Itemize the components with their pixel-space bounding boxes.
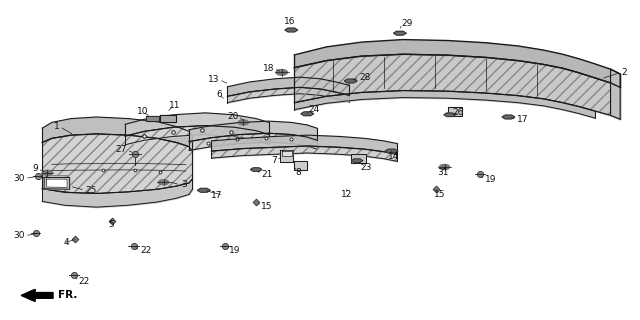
Text: FR.: FR. (58, 291, 77, 300)
Polygon shape (611, 69, 620, 119)
Circle shape (440, 164, 450, 170)
Polygon shape (47, 179, 67, 188)
Polygon shape (351, 154, 366, 163)
Text: 21: 21 (261, 170, 273, 179)
Text: 7: 7 (271, 156, 276, 165)
Polygon shape (301, 112, 314, 116)
Polygon shape (47, 176, 68, 188)
Polygon shape (394, 31, 406, 35)
Text: 15: 15 (435, 190, 446, 199)
Text: 19: 19 (484, 175, 496, 184)
Text: 25: 25 (85, 186, 97, 195)
Polygon shape (44, 178, 70, 189)
Text: 31: 31 (437, 168, 449, 177)
Polygon shape (147, 116, 159, 121)
Text: 6: 6 (216, 90, 222, 99)
Polygon shape (385, 149, 398, 153)
Text: 11: 11 (169, 101, 180, 110)
Polygon shape (161, 116, 176, 122)
Text: 19: 19 (229, 246, 241, 255)
Text: 13: 13 (207, 75, 219, 84)
Text: 22: 22 (79, 276, 90, 285)
Polygon shape (448, 108, 462, 116)
Text: 16: 16 (284, 17, 295, 26)
Text: 14: 14 (388, 152, 399, 161)
Polygon shape (351, 159, 363, 162)
Polygon shape (444, 113, 456, 116)
Text: 24: 24 (308, 105, 320, 114)
Text: 3: 3 (180, 180, 186, 189)
Text: 22: 22 (140, 246, 151, 255)
Text: 26: 26 (453, 108, 464, 117)
Text: 29: 29 (402, 19, 413, 28)
Text: 9: 9 (32, 164, 38, 173)
Polygon shape (502, 115, 515, 119)
Text: 10: 10 (137, 107, 148, 116)
FancyArrow shape (21, 289, 53, 301)
Polygon shape (280, 150, 293, 162)
Text: 5: 5 (108, 220, 114, 229)
Circle shape (42, 170, 52, 175)
Polygon shape (285, 28, 298, 32)
Text: 8: 8 (296, 168, 301, 177)
Polygon shape (282, 151, 292, 156)
Polygon shape (49, 177, 65, 186)
Polygon shape (197, 188, 210, 192)
Polygon shape (250, 168, 262, 171)
Polygon shape (344, 79, 357, 83)
Circle shape (159, 180, 169, 185)
Polygon shape (294, 161, 307, 170)
Text: 2: 2 (621, 68, 627, 77)
Text: 30: 30 (13, 231, 25, 240)
Text: 1: 1 (54, 122, 60, 131)
Text: 12: 12 (341, 190, 353, 199)
Text: 18: 18 (262, 64, 274, 73)
Circle shape (238, 120, 248, 125)
Text: 15: 15 (261, 202, 273, 211)
Circle shape (276, 69, 287, 75)
Text: 4: 4 (63, 238, 69, 247)
Text: 17: 17 (516, 115, 528, 124)
Text: 20: 20 (227, 112, 238, 121)
Text: 17: 17 (211, 190, 223, 200)
Text: 30: 30 (13, 174, 25, 183)
Text: 28: 28 (360, 73, 371, 82)
Text: 23: 23 (360, 163, 372, 172)
Text: 27: 27 (116, 145, 127, 154)
